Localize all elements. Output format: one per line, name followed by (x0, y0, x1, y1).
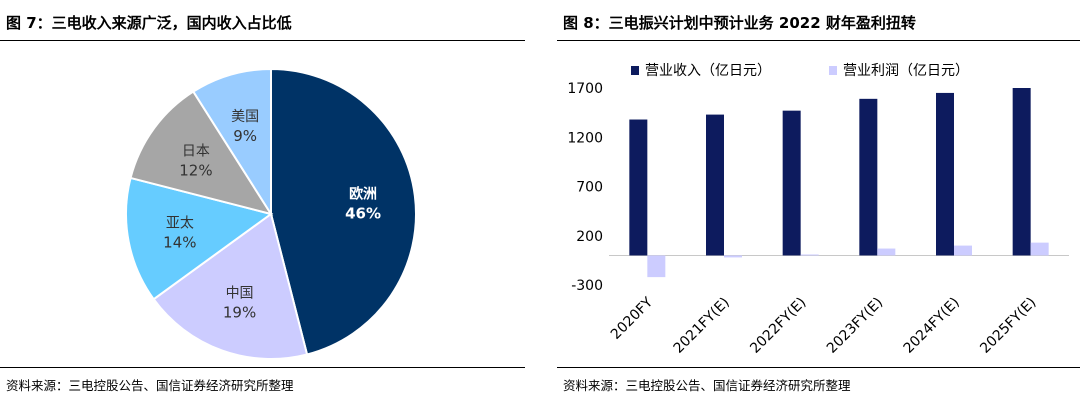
pie-slice-percent: 9% (233, 127, 257, 145)
pie-slice (152, 212, 309, 360)
bar (782, 110, 801, 256)
right-figure-panel: 图 8：三电振兴计划中预计业务 2022 财年盈利扭转 营业收入（亿日元） 营业利… (557, 0, 1080, 401)
figure-8-source: 资料来源：三电控股公告、国信证券经济研究所整理 (563, 378, 851, 393)
bar (859, 98, 878, 256)
pie-slice-name: 亚太 (166, 215, 194, 231)
x-tick-label: 2022FY(E) (747, 295, 809, 357)
x-tick-label: 2020FY (608, 294, 657, 343)
top-rule (557, 40, 1080, 41)
y-tick-label: -300 (571, 278, 603, 294)
pie-slice (270, 67, 417, 356)
left-figure-panel: 图 7：三电收入来源广泛，国内收入占比低 欧洲 46% 中国 19% 亚太 14% 日本 12… (0, 0, 525, 401)
pie-slice-name: 中国 (226, 285, 254, 301)
pie-slice-percent: 19% (223, 303, 256, 321)
legend-label: 营业收入（亿日元） (645, 63, 771, 79)
x-tick-label: 2021FY(E) (671, 295, 733, 357)
y-tick-label: 700 (576, 180, 603, 196)
legend-swatch (829, 66, 837, 75)
pie-slice-percent: 46% (345, 204, 381, 222)
x-tick-label: 2025FY(E) (977, 295, 1039, 357)
bottom-rule (0, 367, 525, 368)
figure-7-title: 图 7：三电收入来源广泛，国内收入占比低 (6, 14, 292, 32)
pie-slice (125, 176, 274, 301)
x-tick-label: 2023FY(E) (824, 295, 886, 357)
bar (877, 248, 896, 256)
pie-slice-name: 欧洲 (349, 185, 377, 202)
chart-legend: 营业收入（亿日元） 营业利润（亿日元） (631, 63, 969, 79)
bottom-rule (557, 367, 1080, 368)
pie-slice-name: 美国 (231, 109, 259, 125)
pie-slice-name: 日本 (182, 143, 210, 159)
bar (800, 254, 819, 256)
x-tick-label: 2024FY(E) (901, 295, 963, 357)
legend-swatch (631, 66, 639, 75)
bar (647, 255, 666, 278)
pie-slice-percent: 14% (163, 233, 196, 251)
pie-slice (129, 90, 274, 216)
bar (936, 92, 954, 256)
y-tick-label: 200 (576, 229, 603, 245)
bar (706, 114, 724, 256)
bar (954, 245, 972, 256)
y-tick-label: 1200 (567, 130, 603, 146)
y-tick-label: 1700 (567, 81, 603, 97)
bar (1012, 88, 1031, 256)
pie-slice (191, 67, 272, 218)
bar (629, 119, 648, 256)
legend-label: 营业利润（亿日元） (843, 63, 969, 79)
bar (1030, 242, 1049, 256)
pie-chart: 欧洲 46% 中国 19% 亚太 14% 日本 12% 美国 9% (125, 67, 417, 360)
top-rule (0, 40, 525, 41)
bar (724, 255, 742, 258)
figure-8-title: 图 8：三电振兴计划中预计业务 2022 财年盈利扭转 (563, 14, 916, 32)
pie-slice-percent: 12% (179, 161, 212, 179)
bar-chart: 营业收入（亿日元） 营业利润（亿日元） 1700 1200 700 200 -300 2020… (567, 63, 1069, 357)
figure-7-source: 资料来源：三电控股公告、国信证券经济研究所整理 (6, 378, 294, 393)
